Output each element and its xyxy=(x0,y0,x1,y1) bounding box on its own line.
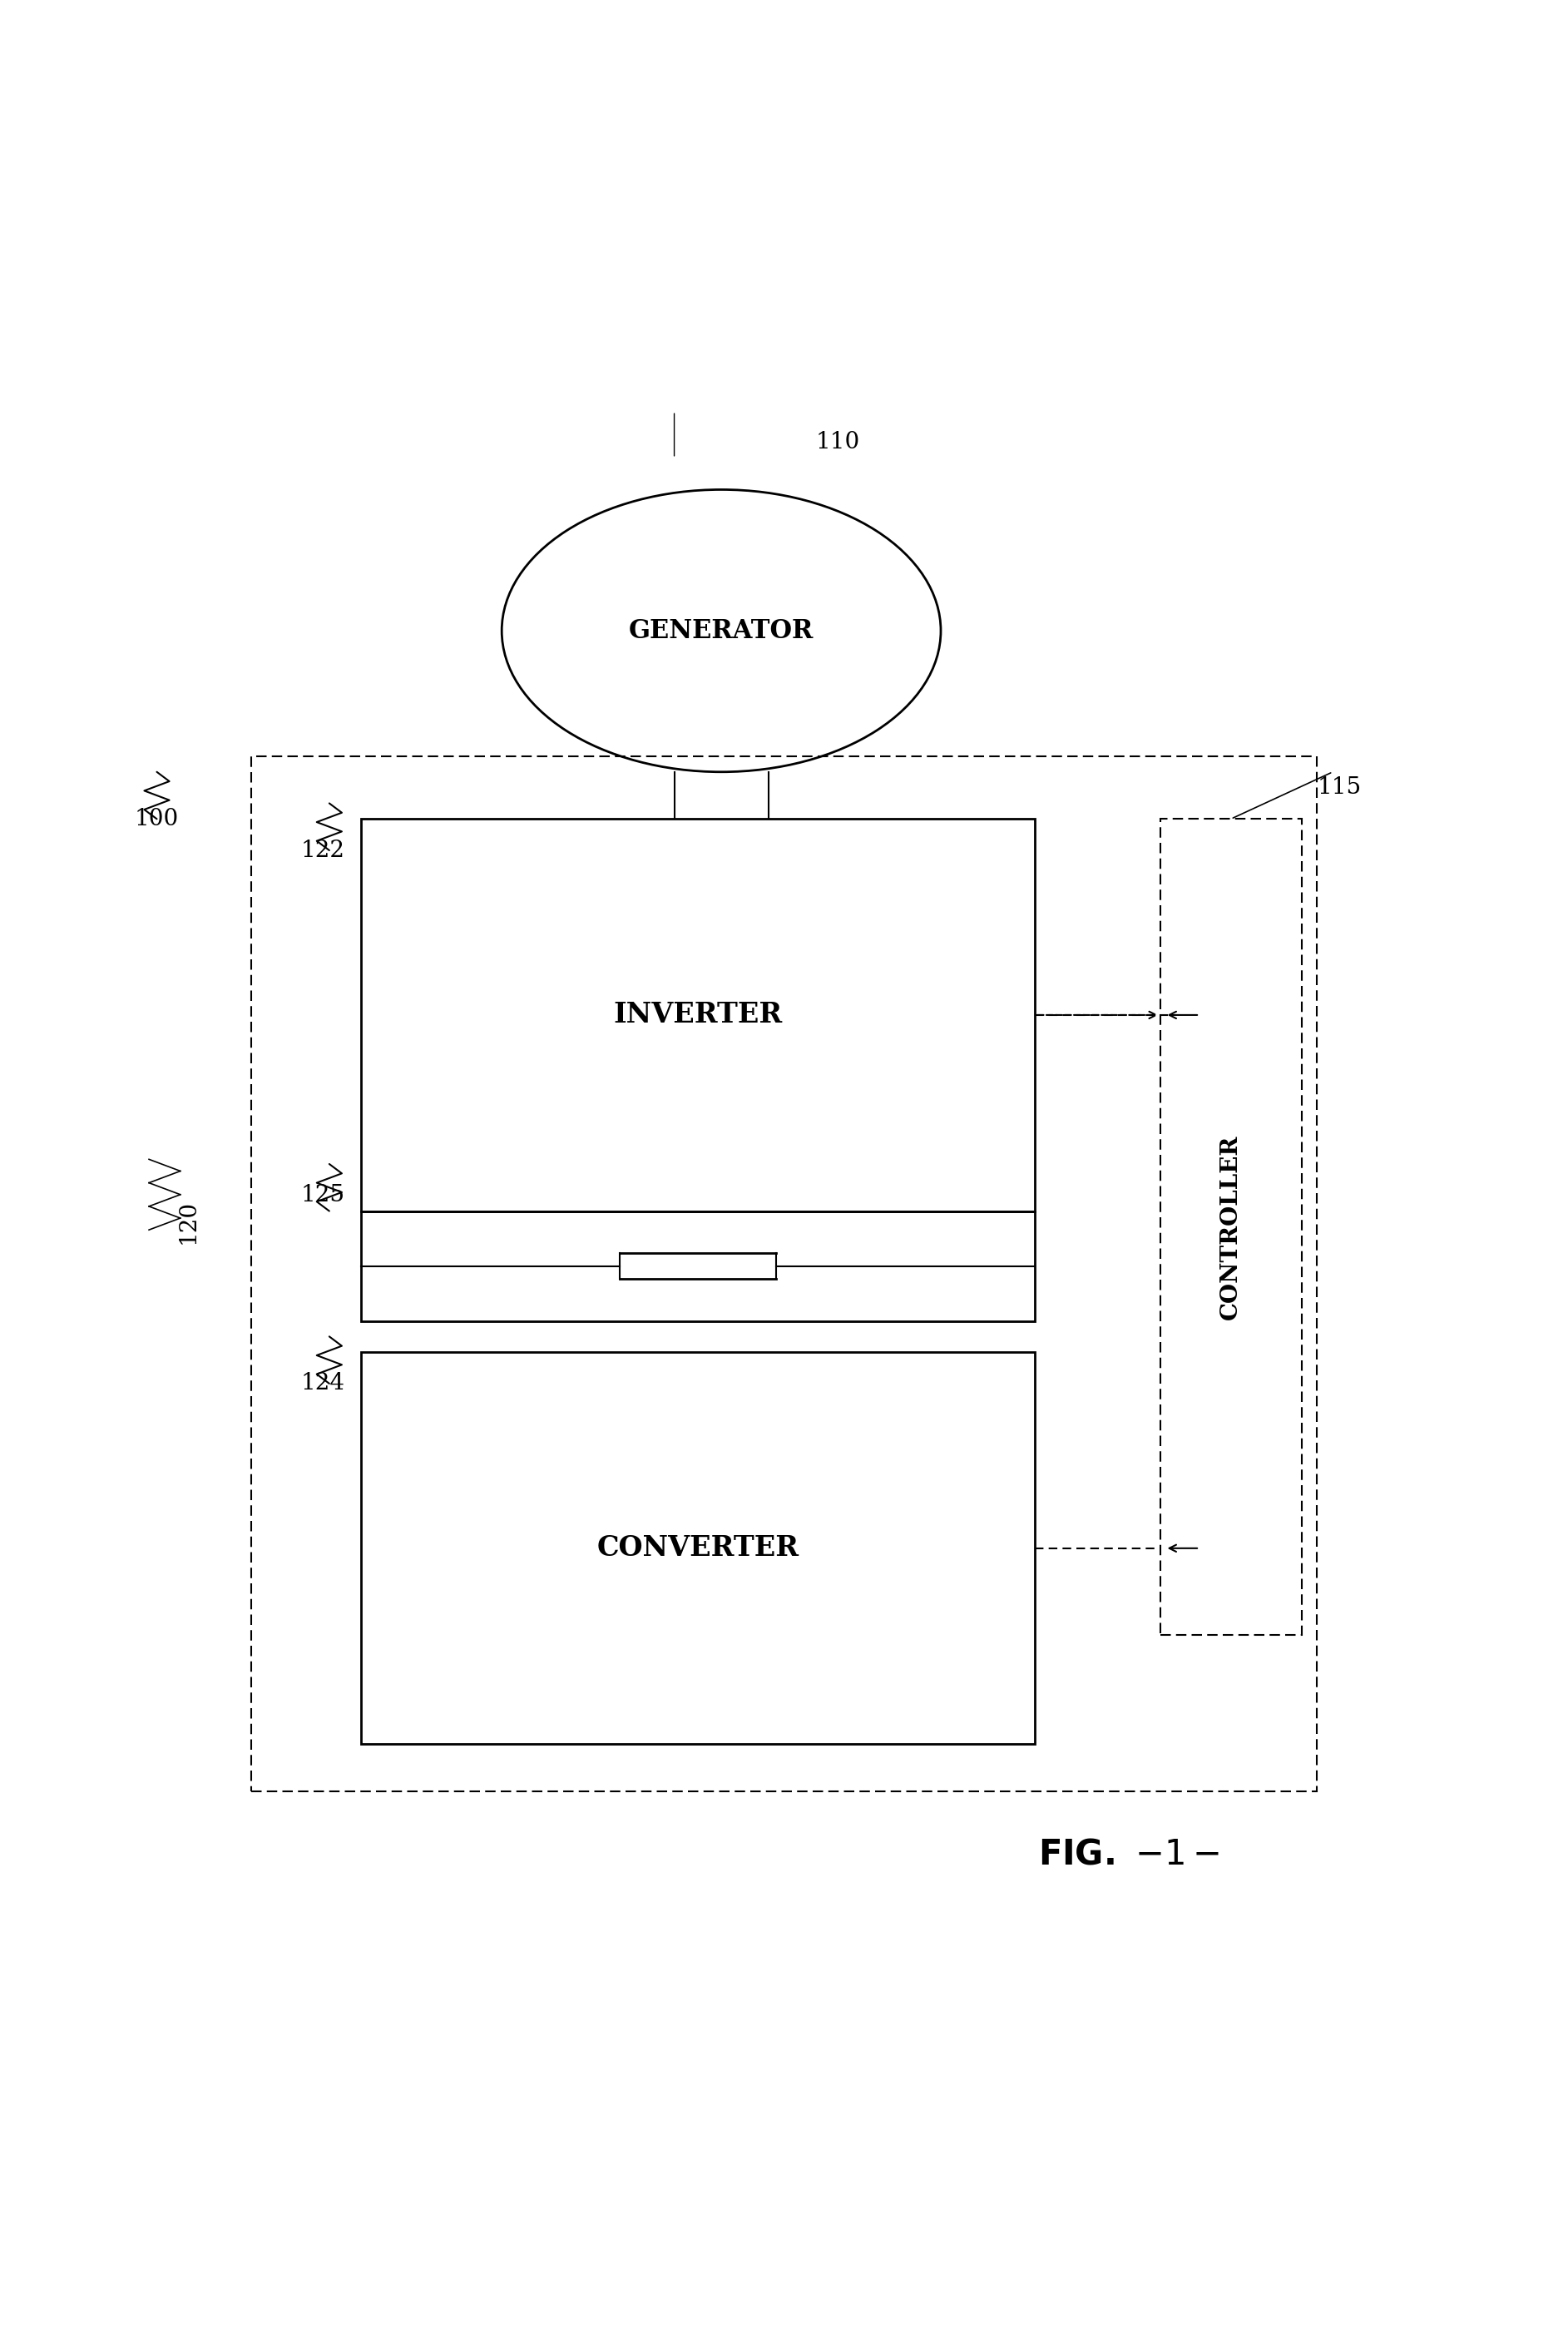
Text: CONTROLLER: CONTROLLER xyxy=(1220,1134,1242,1320)
Text: 110: 110 xyxy=(815,431,859,454)
Text: 125: 125 xyxy=(301,1185,345,1206)
Text: CONVERTER: CONVERTER xyxy=(597,1534,798,1562)
Text: 122: 122 xyxy=(301,838,345,861)
Text: $\bf{FIG.}$ $-1-$: $\bf{FIG.}$ $-1-$ xyxy=(1038,1837,1220,1872)
Text: INVERTER: INVERTER xyxy=(613,1001,782,1029)
Text: 100: 100 xyxy=(135,808,179,831)
Text: 124: 124 xyxy=(301,1371,345,1394)
Text: GENERATOR: GENERATOR xyxy=(629,617,814,643)
Text: 120: 120 xyxy=(177,1199,199,1243)
Text: 115: 115 xyxy=(1317,775,1361,799)
